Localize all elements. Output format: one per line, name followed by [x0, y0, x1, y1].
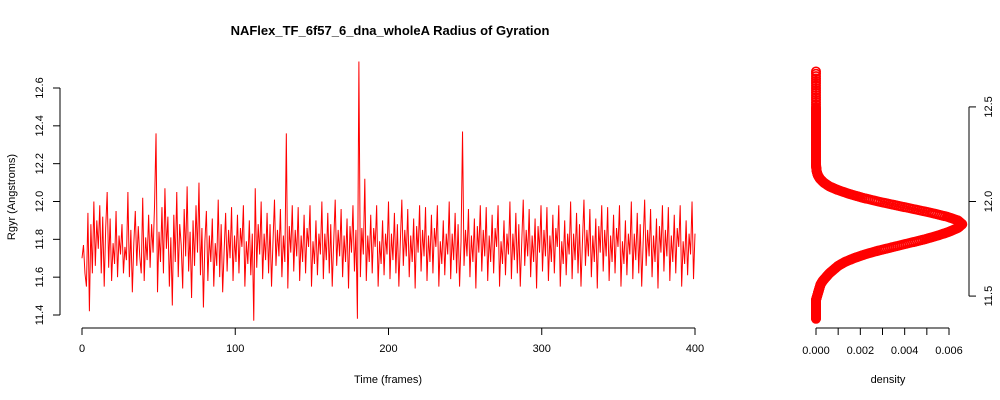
x-tick-label: 200 [379, 343, 397, 355]
x-tick-label: 300 [533, 343, 551, 355]
x-tick-label: 100 [226, 343, 244, 355]
density-y-tick-label: 12.0 [983, 191, 995, 212]
x-axis-label: Time (frames) [354, 374, 422, 386]
y-tick-label: 12.2 [34, 153, 46, 174]
density-points [810, 66, 968, 324]
y-tick-label: 12.4 [34, 115, 46, 136]
density-x-tick-label: 0.000 [802, 345, 830, 357]
main-axes: 0 100 200 300 400 11.4 11.6 11.8 12.0 12.2 12.4 12.… [34, 77, 704, 355]
density-x-tick-label: 0.004 [891, 345, 919, 357]
x-tick-label: 0 [79, 343, 85, 355]
y-tick-label: 12.6 [34, 77, 46, 98]
density-y-tick-label: 12.5 [983, 96, 995, 117]
density-point [810, 66, 821, 77]
y-tick-label: 11.4 [34, 305, 46, 326]
x-tick-label: 400 [686, 343, 704, 355]
density-y-tick-label: 11.5 [983, 286, 995, 307]
y-tick-label: 11.8 [34, 229, 46, 250]
chart-title: NAFlex_TF_6f57_6_dna_wholeA Radius of Gy… [231, 23, 550, 38]
density-axes: 0.000 0.002 0.004 0.006 11.5 12.0 12.5 [802, 96, 995, 357]
density-x-axis-label: density [871, 374, 906, 386]
y-tick-label: 12.0 [34, 191, 46, 212]
series-line [81, 61, 696, 321]
y-tick-label: 11.6 [34, 267, 46, 288]
y-axis-label: Rgyr (Angstroms) [6, 154, 18, 240]
density-x-tick-label: 0.002 [847, 345, 875, 357]
density-x-tick-label: 0.006 [935, 345, 963, 357]
